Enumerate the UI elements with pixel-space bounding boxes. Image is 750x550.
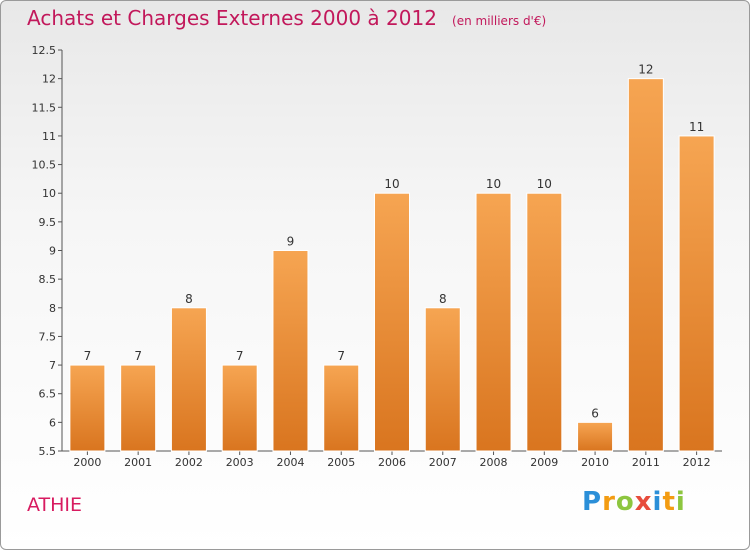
x-tick-label: 2002 — [175, 456, 203, 469]
bar — [374, 192, 410, 452]
proxiti-logo: Proxiti — [582, 487, 686, 517]
x-tick-label: 2006 — [378, 456, 406, 469]
y-tick-label: 8 — [49, 302, 56, 315]
x-tick-label: 2008 — [480, 456, 508, 469]
y-tick-label: 7 — [49, 359, 56, 372]
data-label: 11 — [689, 120, 704, 134]
data-label: 8 — [185, 292, 193, 306]
bar — [678, 135, 715, 452]
bar — [69, 364, 106, 452]
data-label: 12 — [638, 63, 653, 77]
x-tick-label: 2001 — [124, 456, 152, 469]
bar — [526, 192, 563, 452]
data-label: 7 — [84, 349, 92, 363]
data-label: 8 — [439, 292, 447, 306]
y-tick-label: 11 — [42, 130, 56, 143]
bar — [424, 307, 461, 452]
x-tick-label: 2000 — [73, 456, 101, 469]
logo-letter: P — [582, 487, 603, 517]
logo-letter: r — [602, 487, 616, 517]
data-label: 6 — [591, 406, 599, 420]
bar — [170, 307, 207, 452]
chart-labels: 7 2000 7 2001 8 2002 7 2003 9 2004 7 2005 10 2006 8 200… — [73, 63, 710, 469]
x-tick-label: 2005 — [327, 456, 355, 469]
data-label: 7 — [337, 349, 345, 363]
bar — [120, 364, 157, 452]
bar — [221, 364, 258, 452]
y-tick-label: 7.5 — [39, 330, 57, 343]
data-label: 7 — [134, 349, 142, 363]
logo-letter: t — [662, 487, 676, 517]
bar — [475, 192, 512, 452]
chart-title: Achats et Charges Externes 2000 à 2012 (… — [27, 6, 546, 30]
y-tick-label: 9 — [49, 245, 56, 258]
logo-letter: i — [652, 487, 663, 517]
logo-letter: x — [634, 487, 653, 517]
bar — [272, 250, 309, 452]
chart-bars — [69, 78, 715, 452]
x-tick-label: 2004 — [276, 456, 304, 469]
data-label: 9 — [287, 235, 295, 249]
chart-title-text: Achats et Charges Externes 2000 à 2012 — [27, 6, 437, 30]
y-tick-label: 6.5 — [39, 388, 57, 401]
bar — [577, 421, 614, 452]
y-tick-label: 9.5 — [39, 216, 57, 229]
y-tick-label: 8.5 — [39, 273, 57, 286]
y-tick-label: 12.5 — [32, 44, 57, 57]
y-tick-label: 10.5 — [32, 159, 57, 172]
data-label: 10 — [486, 177, 501, 191]
x-tick-label: 2003 — [226, 456, 254, 469]
bar — [323, 364, 360, 452]
data-label: 7 — [236, 349, 244, 363]
commune-name: ATHIE — [27, 494, 83, 516]
bar — [627, 78, 664, 452]
x-tick-label: 2010 — [581, 456, 609, 469]
chart-unit-label: (en milliers d'€) — [452, 14, 547, 28]
y-tick-label: 12 — [42, 73, 56, 86]
x-tick-label: 2009 — [530, 456, 558, 469]
y-tick-label: 11.5 — [32, 101, 57, 114]
y-tick-label: 5.5 — [39, 445, 57, 458]
y-tick-label: 6 — [49, 416, 56, 429]
data-label: 10 — [537, 177, 552, 191]
x-tick-label: 2011 — [632, 456, 660, 469]
logo-letter: o — [615, 487, 635, 517]
data-label: 10 — [384, 177, 399, 191]
logo-letter: i — [675, 487, 686, 517]
x-tick-label: 2007 — [429, 456, 457, 469]
y-tick-label: 10 — [42, 187, 56, 200]
x-tick-label: 2012 — [683, 456, 711, 469]
